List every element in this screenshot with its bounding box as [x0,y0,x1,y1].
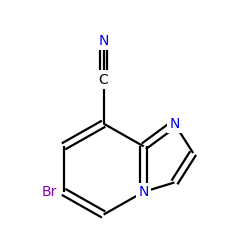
Text: N: N [98,34,109,48]
Text: C: C [99,72,108,86]
Text: N: N [138,185,149,199]
Text: Br: Br [41,185,56,199]
Text: N: N [169,117,180,131]
